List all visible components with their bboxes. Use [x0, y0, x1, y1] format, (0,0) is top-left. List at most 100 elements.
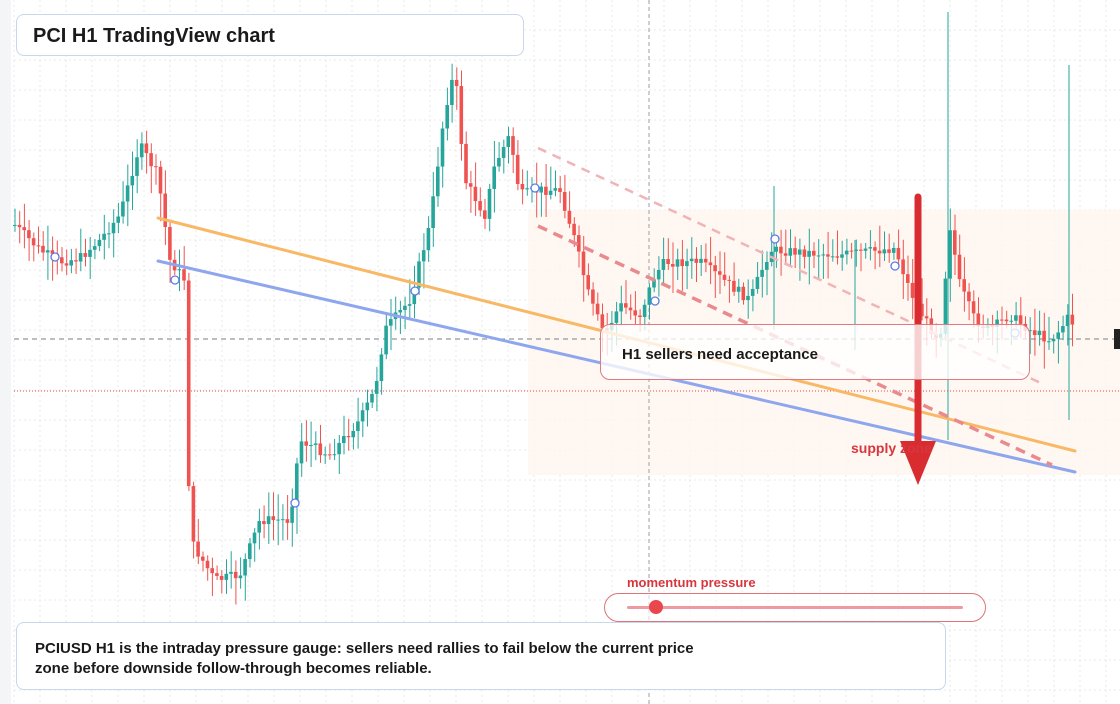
candle: [506, 126, 511, 164]
candle: [920, 278, 924, 321]
candle-body: [797, 249, 802, 255]
candle: [346, 418, 351, 451]
candle: [887, 233, 891, 263]
candle-body: [1070, 314, 1075, 325]
candle: [168, 220, 172, 283]
candle: [797, 238, 802, 281]
candle-body: [360, 410, 365, 422]
candle-body: [464, 143, 468, 184]
candle: [511, 127, 515, 173]
candle: [760, 250, 764, 298]
candle-body: [628, 307, 633, 311]
candle: [360, 402, 365, 438]
signal-marker: [410, 286, 420, 296]
candle: [1056, 320, 1060, 364]
candle-body: [224, 573, 229, 580]
candle: [389, 299, 393, 351]
candle-body: [111, 222, 116, 234]
candle: [196, 519, 200, 565]
down-arrow-icon: [900, 193, 936, 485]
candle: [356, 397, 360, 449]
candle: [826, 231, 830, 279]
candle: [779, 229, 783, 276]
candle-body: [290, 506, 294, 523]
candle: [313, 431, 318, 461]
candle: [830, 239, 835, 262]
candle-body: [271, 516, 276, 520]
candle: [304, 420, 308, 462]
candle-body: [924, 316, 929, 319]
candle-body: [600, 314, 605, 329]
pink-dashed-channel-lower[interactable]: [537, 224, 1053, 467]
candle: [271, 492, 276, 541]
candle: [243, 553, 247, 601]
candle: [703, 243, 708, 273]
candle: [680, 240, 684, 291]
signal-marker: [170, 275, 180, 285]
candle: [746, 279, 750, 319]
candle: [158, 160, 163, 222]
candle-body: [417, 261, 421, 288]
candle: [41, 231, 45, 261]
candle-body: [201, 556, 205, 561]
chart-title-panel: PCI H1 TradingView chart: [16, 14, 524, 56]
candle-body: [515, 154, 520, 185]
momentum-knob[interactable]: [648, 600, 663, 614]
candle: [1065, 304, 1070, 346]
candle-body: [1028, 330, 1032, 332]
candle: [722, 252, 727, 287]
candle: [685, 248, 689, 290]
candle: [238, 557, 243, 589]
candle-body: [671, 264, 675, 267]
candle: [299, 423, 304, 477]
candle-body: [107, 233, 111, 235]
candle-body: [233, 571, 238, 579]
candle: [332, 438, 337, 461]
signal-markers: [50, 183, 1020, 508]
candle-body: [384, 325, 388, 355]
momentum-bar: [627, 606, 963, 609]
candle: [116, 202, 120, 234]
candle: [525, 170, 529, 196]
candle-body: [483, 210, 487, 219]
candle-body: [177, 269, 182, 271]
candle-body: [337, 443, 341, 455]
candle: [464, 131, 468, 190]
candle-body: [487, 188, 492, 219]
chart-title: PCI H1 TradingView chart: [33, 25, 275, 47]
candle: [591, 282, 595, 316]
candle-body: [591, 289, 595, 304]
candle-body: [497, 157, 501, 167]
candle: [548, 166, 553, 200]
candle-body: [163, 193, 167, 227]
candle: [863, 243, 868, 259]
candle: [515, 140, 520, 191]
candle: [718, 251, 722, 294]
candle: [520, 169, 525, 205]
candle-body: [666, 258, 670, 265]
candle: [971, 290, 976, 328]
candle-body: [182, 269, 186, 281]
candle-body: [718, 271, 722, 275]
candle-body: [910, 282, 915, 298]
candle-body: [520, 184, 525, 190]
candle-body: [906, 274, 910, 283]
candle: [31, 232, 36, 262]
candle: [755, 262, 760, 294]
momentum-gauge[interactable]: [604, 593, 986, 622]
candle-body: [558, 188, 562, 192]
candle: [64, 249, 69, 276]
candle-body: [299, 441, 304, 464]
candle: [1051, 334, 1056, 354]
candle-body: [619, 303, 623, 312]
candle: [149, 143, 153, 194]
candle-body: [1065, 314, 1070, 327]
candle-body: [1009, 320, 1013, 322]
candle: [586, 263, 590, 296]
momentum-label: momentum pressure: [627, 575, 756, 590]
candle-body: [680, 259, 684, 267]
candle: [478, 187, 482, 217]
candle: [732, 262, 736, 296]
candle: [69, 248, 73, 274]
candle-body: [332, 454, 337, 456]
